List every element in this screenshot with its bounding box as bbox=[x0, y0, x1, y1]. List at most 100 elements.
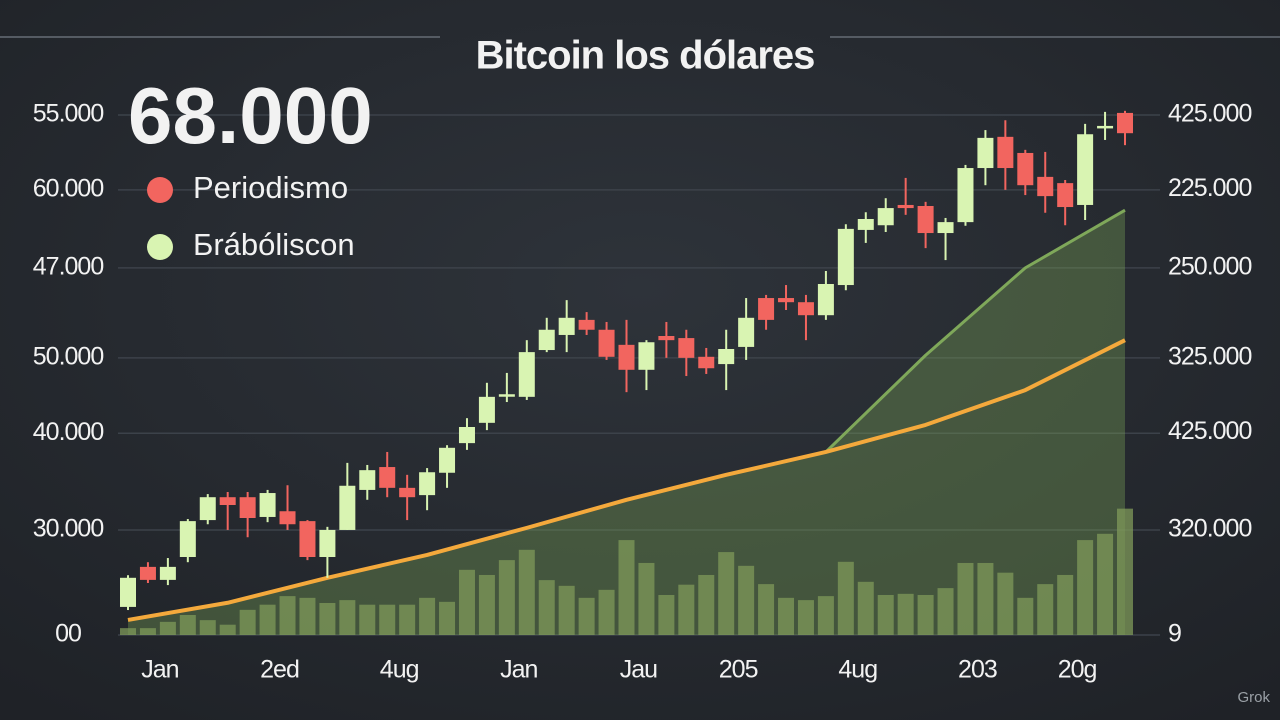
y-tick-label: 60.000 bbox=[33, 174, 104, 202]
volume-bar bbox=[239, 609, 256, 635]
candle-body bbox=[738, 317, 755, 347]
volume-bar bbox=[917, 594, 934, 635]
volume-bar bbox=[638, 562, 655, 635]
x-tick-label: 203 bbox=[958, 656, 997, 684]
y2-tick-label: 425.000 bbox=[1168, 417, 1251, 445]
candle-body bbox=[239, 497, 256, 518]
x-tick-label: Jau bbox=[620, 656, 657, 684]
x-tick-label: 205 bbox=[719, 656, 758, 684]
candle-body bbox=[678, 338, 695, 358]
volume-bar bbox=[458, 569, 475, 635]
volume-bar bbox=[578, 597, 595, 635]
candle-body bbox=[638, 342, 655, 370]
y-tick-label: 47.000 bbox=[33, 252, 104, 280]
volume-bar bbox=[359, 604, 376, 635]
candle-body bbox=[977, 137, 994, 169]
candle-body bbox=[299, 521, 316, 557]
legend-marker bbox=[147, 177, 173, 203]
candle-body bbox=[837, 228, 854, 286]
candle-body bbox=[1097, 125, 1114, 129]
candle-body bbox=[658, 336, 675, 341]
candle-body bbox=[758, 298, 775, 320]
volume-bar bbox=[618, 540, 635, 635]
y2-tick-label: 9 bbox=[1168, 620, 1181, 648]
candle-body bbox=[538, 329, 555, 351]
volume-bar bbox=[1037, 584, 1054, 635]
candle-body bbox=[778, 298, 795, 303]
volume-bar bbox=[179, 614, 196, 635]
candle-body bbox=[1037, 176, 1054, 197]
x-tick-label: Jan bbox=[500, 656, 537, 684]
line bbox=[127, 338, 1126, 622]
y-tick-label: 55.000 bbox=[33, 100, 104, 128]
volume-bar bbox=[778, 597, 795, 635]
volume-bar bbox=[837, 561, 854, 635]
candle-body bbox=[877, 208, 894, 226]
watermark: Grok bbox=[1237, 689, 1270, 706]
y2-tick-label: 325.000 bbox=[1168, 342, 1251, 370]
y2-tick-label: 250.000 bbox=[1168, 253, 1251, 281]
plot-area bbox=[118, 110, 1160, 636]
volume-bar bbox=[419, 597, 436, 635]
volume-bar bbox=[1077, 540, 1094, 635]
candle-body bbox=[997, 136, 1014, 169]
headline-value: 68.000 bbox=[128, 71, 373, 160]
volume-bar bbox=[538, 580, 555, 635]
volume-bar bbox=[199, 620, 216, 635]
candle-body bbox=[1117, 112, 1133, 134]
volume-bar bbox=[758, 584, 775, 635]
volume-bar bbox=[1017, 597, 1034, 635]
volume-bar bbox=[678, 584, 695, 635]
candle-body bbox=[458, 427, 475, 444]
y2-tick-label: 425.000 bbox=[1168, 99, 1251, 127]
x-tick-label: 2ed bbox=[260, 656, 299, 684]
volume-bar bbox=[219, 624, 236, 635]
volume-bar bbox=[379, 604, 396, 635]
candle-body bbox=[718, 349, 735, 365]
volume-bar bbox=[817, 596, 834, 635]
candle-body bbox=[857, 219, 874, 230]
chart-title: Bitcoin los dólares bbox=[476, 34, 815, 78]
candle-body bbox=[219, 497, 236, 505]
x-tick-label: 4ug bbox=[838, 656, 877, 684]
candle-body bbox=[518, 352, 535, 397]
volume-bar bbox=[498, 560, 515, 635]
volume-bar bbox=[399, 604, 416, 635]
candle-body bbox=[379, 467, 396, 488]
x-tick-label: 4ug bbox=[380, 656, 419, 684]
volume-bar bbox=[658, 594, 675, 635]
candle-body bbox=[817, 284, 834, 316]
volume-bar bbox=[159, 621, 176, 635]
candle-body bbox=[797, 302, 814, 316]
y-tick-label: 30.000 bbox=[33, 515, 104, 543]
y-tick-label: 40.000 bbox=[33, 418, 104, 446]
area-fill bbox=[128, 210, 1125, 635]
candle-body bbox=[419, 472, 436, 496]
candle-body bbox=[498, 394, 515, 397]
volume-bar bbox=[698, 574, 715, 635]
volume-bar bbox=[319, 602, 336, 635]
candle-body bbox=[319, 529, 336, 557]
y-tick-label: 50.000 bbox=[33, 342, 104, 370]
candle-body bbox=[618, 344, 635, 370]
x-tick-label: 20g bbox=[1058, 656, 1097, 684]
candle-body bbox=[578, 319, 595, 330]
candle-body bbox=[199, 497, 216, 521]
candle-body bbox=[937, 222, 954, 234]
legend-label: Бrábóliscon bbox=[193, 227, 355, 262]
candle-body bbox=[598, 329, 615, 357]
volume-bar bbox=[439, 601, 456, 635]
volume-bar bbox=[738, 565, 755, 635]
volume-bar bbox=[857, 581, 874, 635]
candle-body bbox=[698, 356, 715, 369]
candle-body bbox=[1017, 152, 1034, 186]
candle-body bbox=[1057, 183, 1074, 208]
volume-bar bbox=[877, 594, 894, 635]
volume-bar bbox=[339, 600, 356, 635]
candle-body bbox=[399, 487, 416, 498]
candle-body bbox=[957, 168, 974, 223]
legend-marker bbox=[147, 234, 173, 260]
volume-bar bbox=[1057, 574, 1074, 635]
